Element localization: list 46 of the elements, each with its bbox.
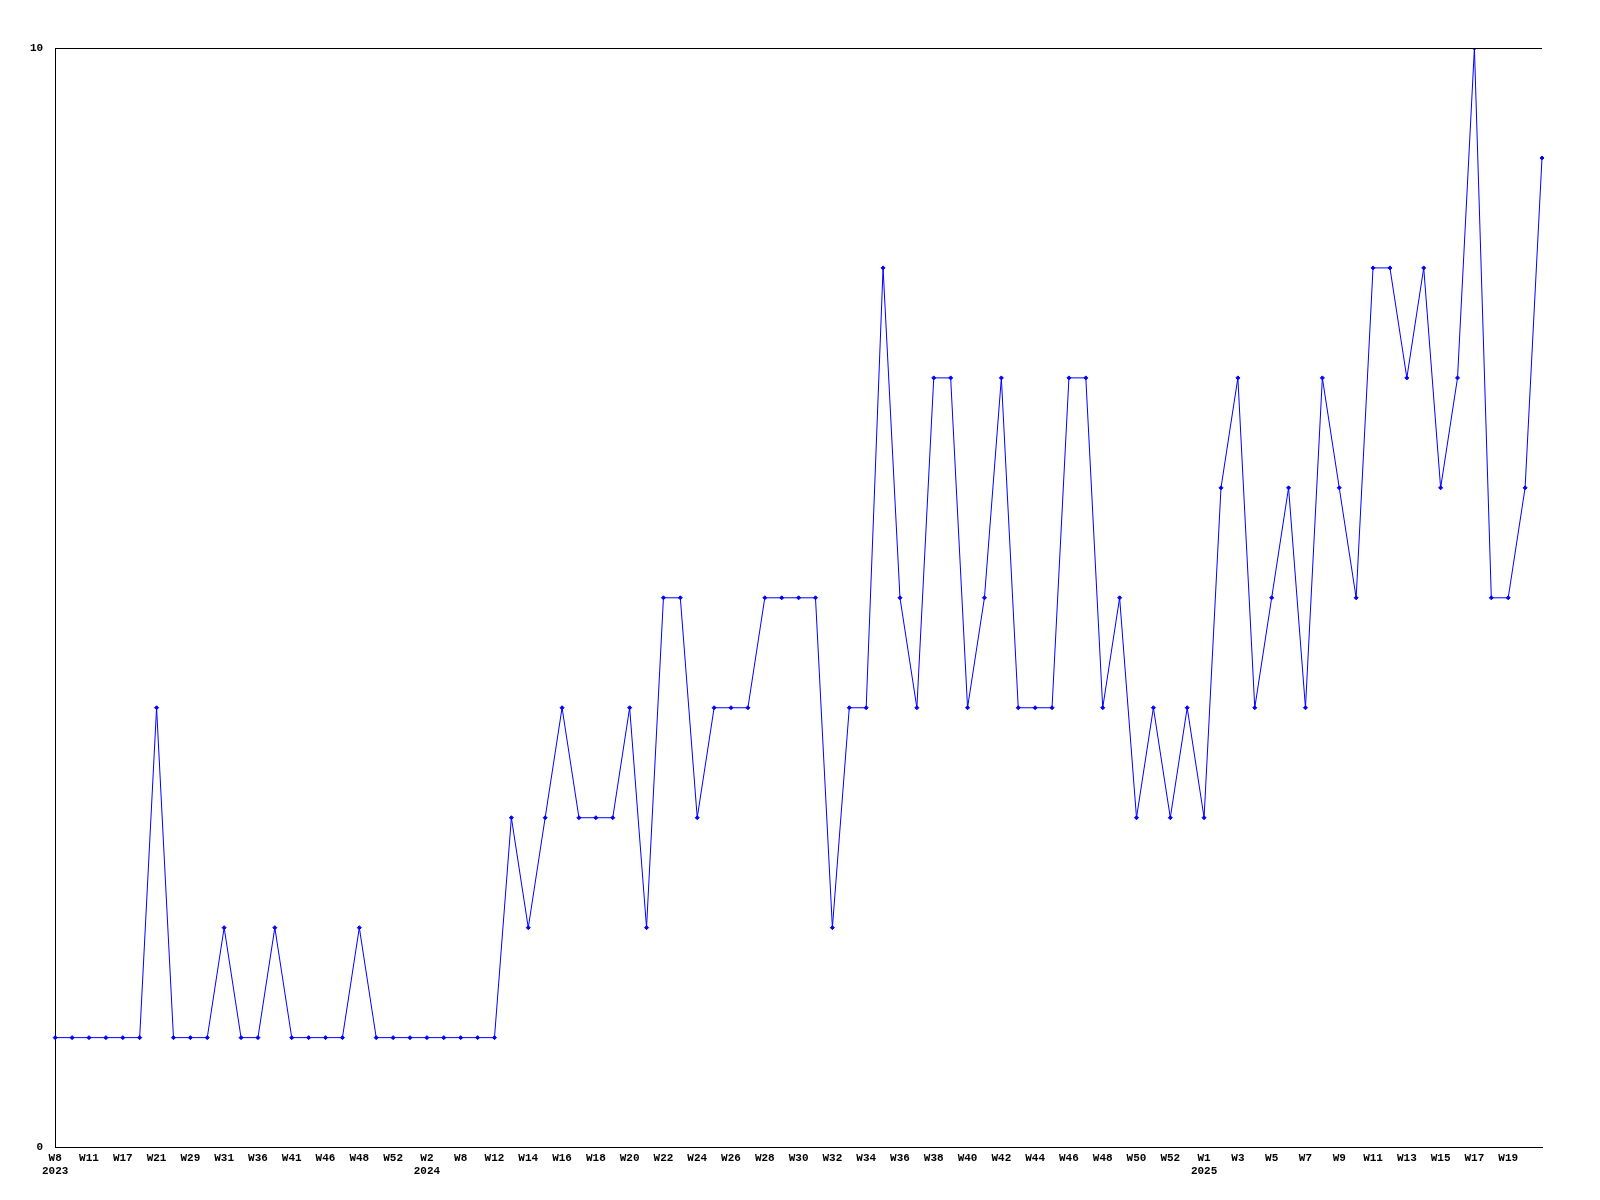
x-tick-label: W30: [788, 1151, 809, 1164]
x-tick-label: W38: [923, 1151, 945, 1164]
x-tick-label: W31: [214, 1151, 235, 1164]
x-tick-label: W1 2025: [1190, 1151, 1218, 1178]
x-tick-label: W50: [1126, 1151, 1147, 1164]
x-tick-label: W7: [1298, 1151, 1313, 1164]
y-tick-label: 10: [30, 41, 44, 54]
x-tick-label: W8 2023: [42, 1151, 69, 1178]
x-tick-label: W8: [454, 1151, 468, 1164]
x-tick-label: W17: [112, 1151, 133, 1164]
x-tick-label: W24: [687, 1151, 708, 1164]
x-tick-label: W46: [315, 1151, 336, 1164]
x-tick-label: W26: [721, 1151, 741, 1164]
x-tick-label: W36: [248, 1151, 268, 1164]
x-tick-label: W5: [1265, 1151, 1279, 1164]
x-tick-label: W29: [180, 1151, 201, 1164]
x-tick-label: W16: [552, 1151, 572, 1164]
x-tick-label: W19: [1498, 1151, 1519, 1164]
x-tick-label: W48: [1092, 1151, 1114, 1164]
x-tick-label: W3: [1231, 1151, 1245, 1164]
x-tick-label: W40: [957, 1151, 978, 1164]
x-tick-label: W32: [822, 1151, 843, 1164]
x-tick-label: W48: [349, 1151, 370, 1164]
x-tick-label: W11: [79, 1151, 100, 1164]
x-tick-label: W46: [1059, 1151, 1079, 1164]
x-tick-label: W9: [1332, 1151, 1346, 1164]
x-tick-label: W36: [890, 1151, 910, 1164]
x-tick-label: W11: [1363, 1151, 1384, 1164]
x-tick-label: W20: [619, 1151, 640, 1164]
x-tick-label: W21: [146, 1151, 167, 1164]
x-tick-label: W13: [1396, 1151, 1418, 1164]
x-tick-label: W42: [991, 1151, 1012, 1164]
x-tick-label: W41: [281, 1151, 303, 1164]
x-tick-label: W14: [518, 1151, 539, 1164]
x-tick-label: W12: [484, 1151, 505, 1164]
x-tick-label: W17: [1464, 1151, 1485, 1164]
x-tick-label: W52: [383, 1151, 404, 1164]
x-tick-label: W18: [585, 1151, 607, 1164]
x-tick-label: W28: [754, 1151, 776, 1164]
x-tick-label: W44: [1025, 1151, 1046, 1164]
x-tick-label: W2 2024: [413, 1151, 441, 1178]
x-tick-label: W22: [653, 1151, 674, 1164]
x-tick-label: W34: [856, 1151, 877, 1164]
y-tick-label: 0: [36, 1141, 44, 1154]
x-tick-label: W15: [1430, 1151, 1451, 1164]
x-tick-label: W52: [1160, 1151, 1181, 1164]
